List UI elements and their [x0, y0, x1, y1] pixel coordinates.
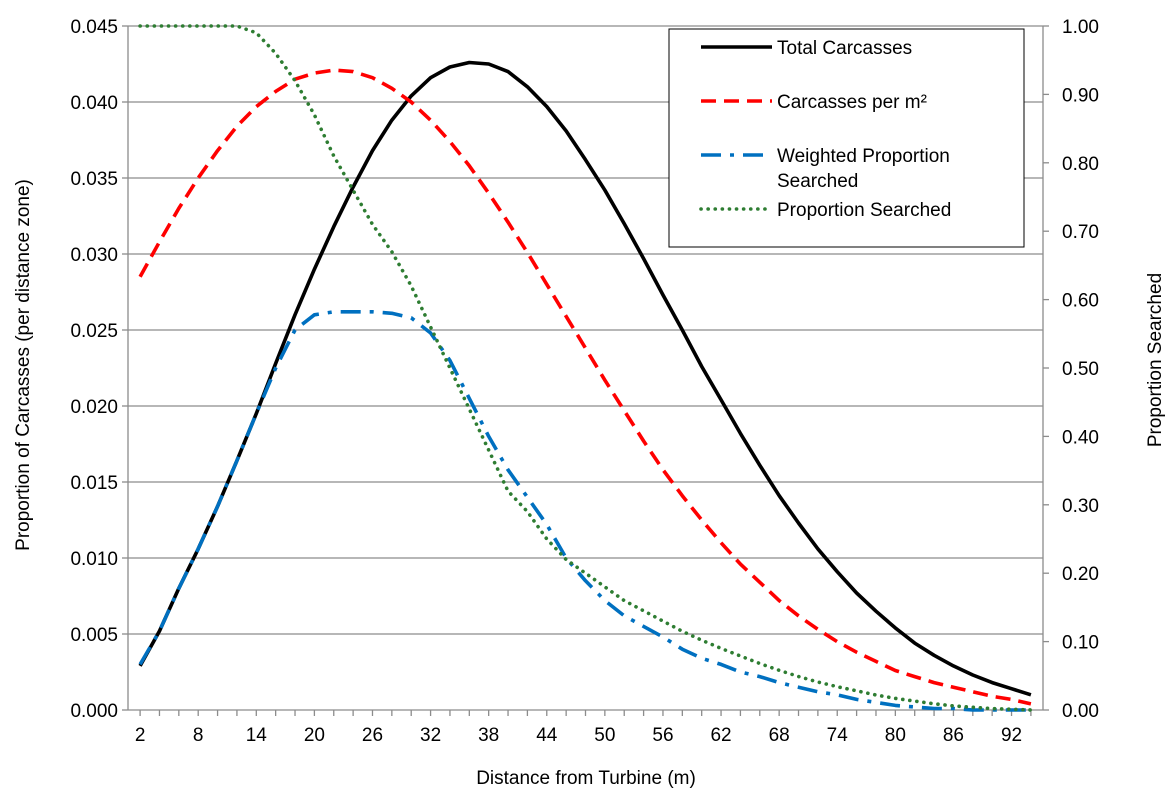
right-tick-label: 0.90 — [1062, 85, 1099, 106]
series-line-3 — [138, 309, 1031, 712]
left-tick-label: 0.000 — [70, 701, 118, 722]
right-tick-label: 0.30 — [1062, 496, 1099, 517]
right-tick-label: 0.00 — [1062, 701, 1099, 722]
axes — [122, 25, 1049, 716]
x-tick-label: 2 — [135, 725, 146, 746]
x-tick-label: 92 — [1001, 725, 1022, 746]
x-tick-label: 26 — [362, 725, 383, 746]
legend-label: Weighted Proportion — [777, 146, 950, 167]
x-tick-label: 44 — [536, 725, 558, 746]
right-tick-label: 0.10 — [1062, 633, 1099, 654]
legend-label: Carcasses per m² — [777, 92, 927, 113]
left-tick-label: 0.025 — [70, 321, 118, 342]
x-tick-label: 62 — [710, 725, 731, 746]
x-tick-label: 80 — [885, 725, 906, 746]
right-tick-label: 0.50 — [1062, 359, 1099, 380]
x-tick-label: 50 — [594, 725, 615, 746]
right-tick-label: 0.80 — [1062, 154, 1099, 175]
x-tick-label: 56 — [652, 725, 673, 746]
x-tick-label: 74 — [827, 725, 849, 746]
series-layer — [138, 24, 1033, 712]
legend-label-line2: Searched — [777, 171, 858, 192]
right-tick-label: 1.00 — [1062, 17, 1099, 38]
left-tick-label: 0.030 — [70, 245, 118, 266]
series-line-4 — [138, 24, 1033, 712]
x-tick-label: 14 — [246, 725, 268, 746]
legend: Total Carcasses Carcasses per m² Weighted … — [668, 28, 1025, 248]
left-tick-label: 0.005 — [70, 625, 118, 646]
left-tick-label: 0.010 — [70, 549, 118, 570]
right-tick-label: 0.20 — [1062, 564, 1099, 585]
x-tick-label: 20 — [304, 725, 325, 746]
x-axis-title: Distance from Turbine (m) — [476, 768, 696, 789]
legend-label: Total Carcasses — [777, 38, 912, 59]
x-axis-ticks: 2 8 14 20 26 32 38 44 50 56 62 68 74 80 86 92 — [135, 725, 1022, 746]
left-axis-title: Proportion of Carcasses (per distance zo… — [13, 179, 34, 551]
left-tick-label: 0.020 — [70, 397, 118, 418]
x-tick-label: 38 — [478, 725, 499, 746]
x-tick-label: 86 — [943, 725, 964, 746]
left-axis-ticks: 0.000 0.005 0.010 0.015 0.020 0.025 0.030 0.035… — [70, 17, 118, 722]
right-tick-label: 0.60 — [1062, 291, 1099, 312]
grid-lines — [128, 25, 1043, 635]
left-tick-label: 0.015 — [70, 473, 118, 494]
x-tick-label: 8 — [193, 725, 204, 746]
legend-label: Proportion Searched — [777, 200, 951, 221]
right-tick-label: 0.40 — [1062, 427, 1099, 448]
left-tick-label: 0.035 — [70, 169, 118, 190]
series-line-1 — [138, 60, 1032, 697]
x-tick-label: 32 — [420, 725, 441, 746]
right-tick-label: 0.70 — [1062, 222, 1099, 243]
left-tick-label: 0.040 — [70, 93, 118, 114]
x-tick-label: 68 — [769, 725, 790, 746]
right-axis-ticks: 0.00 0.10 0.20 0.30 0.40 0.50 0.60 0.70 0.80 0.90… — [1062, 17, 1099, 722]
right-axis-title: Proportion Searched — [1145, 273, 1166, 447]
legend-box — [668, 28, 1025, 248]
left-tick-label: 0.045 — [70, 17, 118, 38]
